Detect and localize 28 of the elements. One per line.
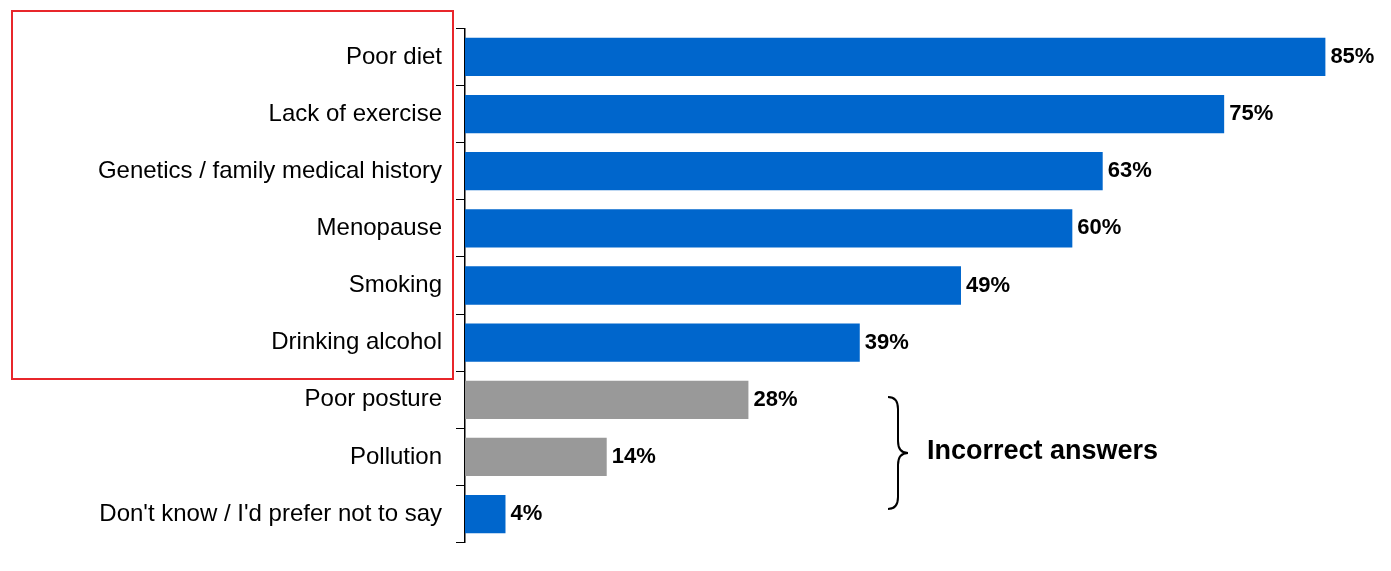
data-label: 60% (1077, 214, 1122, 240)
y-tick-label: Poor posture (304, 384, 442, 412)
data-label: 85% (1330, 43, 1375, 69)
y-tick-label: Poor diet (345, 41, 443, 69)
bar (465, 380, 749, 419)
data-label: 39% (864, 328, 909, 354)
bar (465, 152, 1103, 191)
bar (465, 209, 1073, 248)
bar (465, 437, 607, 477)
data-label: 28% (753, 385, 798, 411)
bar (465, 494, 506, 534)
y-tick-label: Smoking (348, 270, 442, 298)
data-label: 4% (510, 500, 543, 526)
data-label: 75% (1229, 100, 1274, 126)
bar (465, 37, 1326, 77)
bar (465, 323, 860, 362)
y-tick-label: Lack of exercise (268, 98, 442, 126)
y-tick-label: Drinking alcohol (271, 327, 442, 355)
y-tick-label: Don't know / I'd prefer not to say (99, 498, 442, 526)
y-tick-label: Pollution (349, 441, 442, 469)
y-tick-label: Menopause (316, 212, 442, 240)
annotation: Incorrect answers (927, 435, 1159, 466)
bar (465, 266, 961, 305)
y-tick-label: Genetics / family medical history (97, 155, 442, 183)
data-label: 14% (611, 442, 656, 468)
data-label: 63% (1107, 157, 1152, 183)
bar (465, 94, 1225, 134)
data-label: 49% (965, 271, 1011, 297)
